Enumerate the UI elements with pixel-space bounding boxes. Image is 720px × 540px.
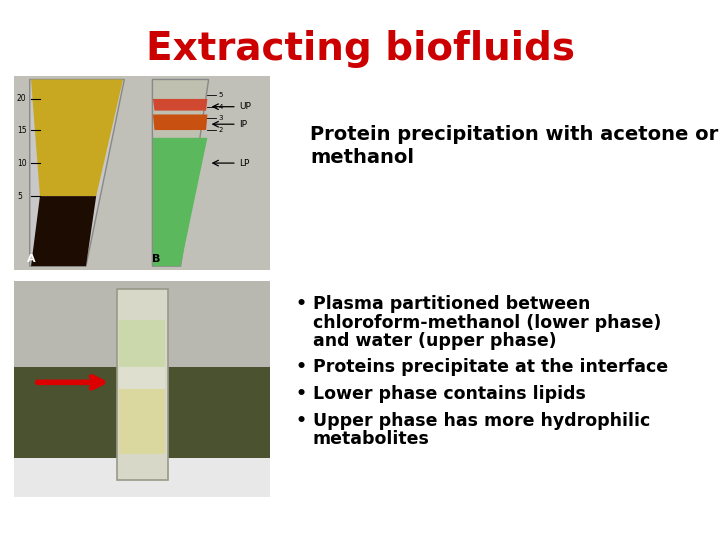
Text: A: A bbox=[27, 254, 36, 264]
Text: 15: 15 bbox=[17, 125, 27, 134]
Text: •: • bbox=[295, 411, 306, 429]
Polygon shape bbox=[153, 138, 207, 266]
Text: metabolites: metabolites bbox=[313, 430, 430, 448]
Polygon shape bbox=[31, 79, 123, 196]
Text: 10: 10 bbox=[17, 159, 27, 167]
Bar bbox=[117, 289, 168, 480]
Text: and water (upper phase): and water (upper phase) bbox=[313, 332, 557, 350]
Polygon shape bbox=[30, 79, 125, 266]
Text: Lower phase contains lipids: Lower phase contains lipids bbox=[313, 385, 586, 403]
Text: 3: 3 bbox=[219, 116, 223, 122]
Text: 5: 5 bbox=[17, 192, 22, 201]
Text: Upper phase has more hydrophilic: Upper phase has more hydrophilic bbox=[313, 411, 650, 429]
Bar bbox=[120, 389, 165, 454]
Bar bbox=[120, 367, 165, 389]
Text: LP: LP bbox=[239, 159, 250, 167]
Text: 2: 2 bbox=[219, 127, 223, 133]
Polygon shape bbox=[153, 79, 209, 266]
Text: •: • bbox=[295, 385, 306, 403]
Text: Extracting biofluids: Extracting biofluids bbox=[145, 30, 575, 68]
Polygon shape bbox=[153, 99, 207, 111]
Polygon shape bbox=[153, 114, 207, 130]
Bar bbox=[14, 458, 270, 497]
Text: B: B bbox=[153, 254, 161, 264]
Text: •: • bbox=[295, 359, 306, 376]
Text: methanol: methanol bbox=[310, 148, 414, 167]
Text: Proteins precipitate at the interface: Proteins precipitate at the interface bbox=[313, 359, 668, 376]
Text: Protein precipitation with acetone or: Protein precipitation with acetone or bbox=[310, 125, 719, 144]
Text: •: • bbox=[295, 295, 306, 313]
Text: 4: 4 bbox=[219, 104, 223, 110]
Bar bbox=[14, 281, 270, 367]
Text: UP: UP bbox=[239, 102, 251, 111]
Text: 5: 5 bbox=[219, 92, 223, 98]
Text: Plasma partitioned between: Plasma partitioned between bbox=[313, 295, 590, 313]
Text: chloroform-methanol (lower phase): chloroform-methanol (lower phase) bbox=[313, 314, 662, 332]
Text: 20: 20 bbox=[17, 94, 27, 104]
Bar bbox=[120, 320, 165, 367]
Polygon shape bbox=[31, 196, 96, 266]
Text: IP: IP bbox=[239, 120, 248, 129]
